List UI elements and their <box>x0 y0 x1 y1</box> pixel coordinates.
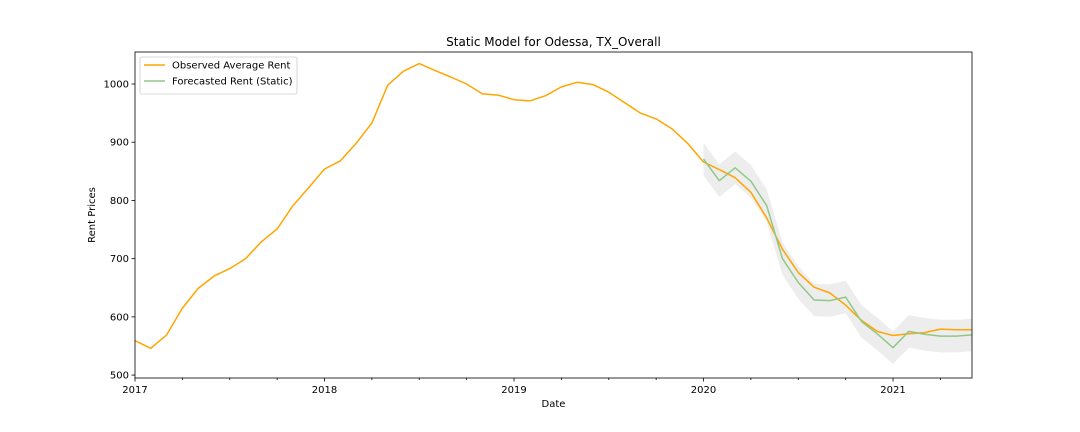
y-tick-label: 900 <box>110 138 129 149</box>
forecast-rent-line-point <box>703 158 705 160</box>
y-tick-label: 700 <box>110 254 129 265</box>
observed-rent-line-point <box>260 241 262 243</box>
forecast-rent-line-point <box>876 333 878 335</box>
observed-rent-line-point <box>560 86 562 88</box>
observed-rent-line-point <box>718 169 720 171</box>
x-tick-label: 2021 <box>880 385 905 396</box>
observed-rent-line-point <box>624 102 626 104</box>
observed-rent-line-point <box>481 93 483 95</box>
observed-rent-line-point <box>403 70 405 72</box>
observed-rent-line-point <box>529 100 531 102</box>
observed-rent-line-point <box>181 307 183 309</box>
x-tick-label: 2020 <box>691 385 716 396</box>
observed-rent-line-point <box>292 205 294 207</box>
observed-rent-line-point <box>766 217 768 219</box>
legend-box <box>139 56 298 95</box>
observed-rent-line-point <box>876 330 878 332</box>
observed-rent-line-point <box>797 272 799 274</box>
observed-rent-line-point <box>782 248 784 250</box>
observed-rent-line-point <box>150 347 152 349</box>
observed-rent-line-point <box>939 328 941 330</box>
x-axis-label: Date <box>542 399 566 410</box>
y-tick-label: 600 <box>110 312 129 323</box>
legend: Observed Average Rent Forecasted Rent (S… <box>139 56 298 95</box>
observed-rent-line-point <box>213 275 215 277</box>
observed-rent-line-point <box>639 112 641 114</box>
forecast-rent-line-point <box>955 335 957 337</box>
observed-rent-line-point <box>276 228 278 230</box>
observed-rent-line <box>134 62 972 350</box>
forecast-rent-line-point <box>829 300 831 302</box>
forecast-rent-line-point <box>750 180 752 182</box>
forecast-rent-line-point <box>718 180 720 182</box>
observed-rent-line-point <box>687 142 689 144</box>
forecast-rent-line-point <box>734 167 736 169</box>
observed-rent-line-point <box>434 70 436 72</box>
observed-rent-line-point <box>845 304 847 306</box>
observed-rent-line-point <box>339 160 341 162</box>
observed-rent-line-point <box>229 268 231 270</box>
y-tick-label: 500 <box>110 371 129 382</box>
observed-rent-line-point <box>545 95 547 97</box>
observed-rent-line-point <box>592 84 594 86</box>
plot-frame <box>134 51 973 379</box>
x-tick-label: 2019 <box>501 385 526 396</box>
x-tick-label: 2017 <box>122 385 147 396</box>
observed-rent-line-point <box>671 128 673 130</box>
chart-title: Static Model for Odessa, TX_Overall <box>446 35 661 49</box>
observed-rent-line-point <box>750 191 752 193</box>
observed-rent-line-point <box>418 63 420 65</box>
y-tick-label: 800 <box>110 196 129 207</box>
observed-rent-line-point <box>245 258 247 260</box>
legend-label-observed: Observed Average Rent <box>172 61 291 72</box>
observed-rent-line-point <box>197 287 199 289</box>
forecast-rent-line <box>702 158 973 349</box>
observed-rent-line-point <box>387 84 389 86</box>
observed-rent-line-point <box>608 91 610 93</box>
x-tick-label: 2018 <box>312 385 337 396</box>
forecast-rent-line-point <box>908 330 910 332</box>
observed-rent-line-point <box>466 83 468 85</box>
observed-rent-line-point <box>576 81 578 83</box>
forecast-rent-line-point <box>861 321 863 323</box>
forecast-rent-line-point <box>939 335 941 337</box>
observed-rent-line-point <box>308 187 310 189</box>
observed-rent-line-point <box>355 142 357 144</box>
observed-rent-line-point <box>450 76 452 78</box>
observed-rent-line-point <box>324 168 326 170</box>
forecast-rent-line-point <box>813 299 815 301</box>
forecast-rent-line-point <box>845 296 847 298</box>
y-axis-label: Rent Prices <box>87 187 98 243</box>
y-axis: 500 600 700 800 900 1000 <box>104 80 135 382</box>
observed-rent-line-point <box>166 334 168 336</box>
forecast-rent-line-point <box>892 347 894 349</box>
observed-rent-line-point <box>497 94 499 96</box>
forecast-rent-line-point <box>782 258 784 260</box>
forecast-confidence-band <box>703 142 972 364</box>
x-axis: 2017 2018 2019 2020 2021 <box>122 378 941 396</box>
observed-rent-line-point <box>892 335 894 337</box>
observed-rent-line-point <box>655 118 657 120</box>
observed-rent-line-point <box>734 177 736 179</box>
observed-rent-line-point <box>371 122 373 124</box>
observed-rent-line-point <box>955 329 957 331</box>
observed-rent-line-point <box>829 292 831 294</box>
legend-label-forecast: Forecasted Rent (Static) <box>172 77 293 88</box>
y-tick-label: 1000 <box>104 80 129 91</box>
forecast-rent-line-point <box>766 205 768 207</box>
observed-rent-line-point <box>813 286 815 288</box>
observed-rent-line-point <box>513 99 515 101</box>
forecast-rent-line-point <box>797 282 799 284</box>
forecast-rent-line-point <box>924 333 926 335</box>
plot-area <box>134 62 973 364</box>
